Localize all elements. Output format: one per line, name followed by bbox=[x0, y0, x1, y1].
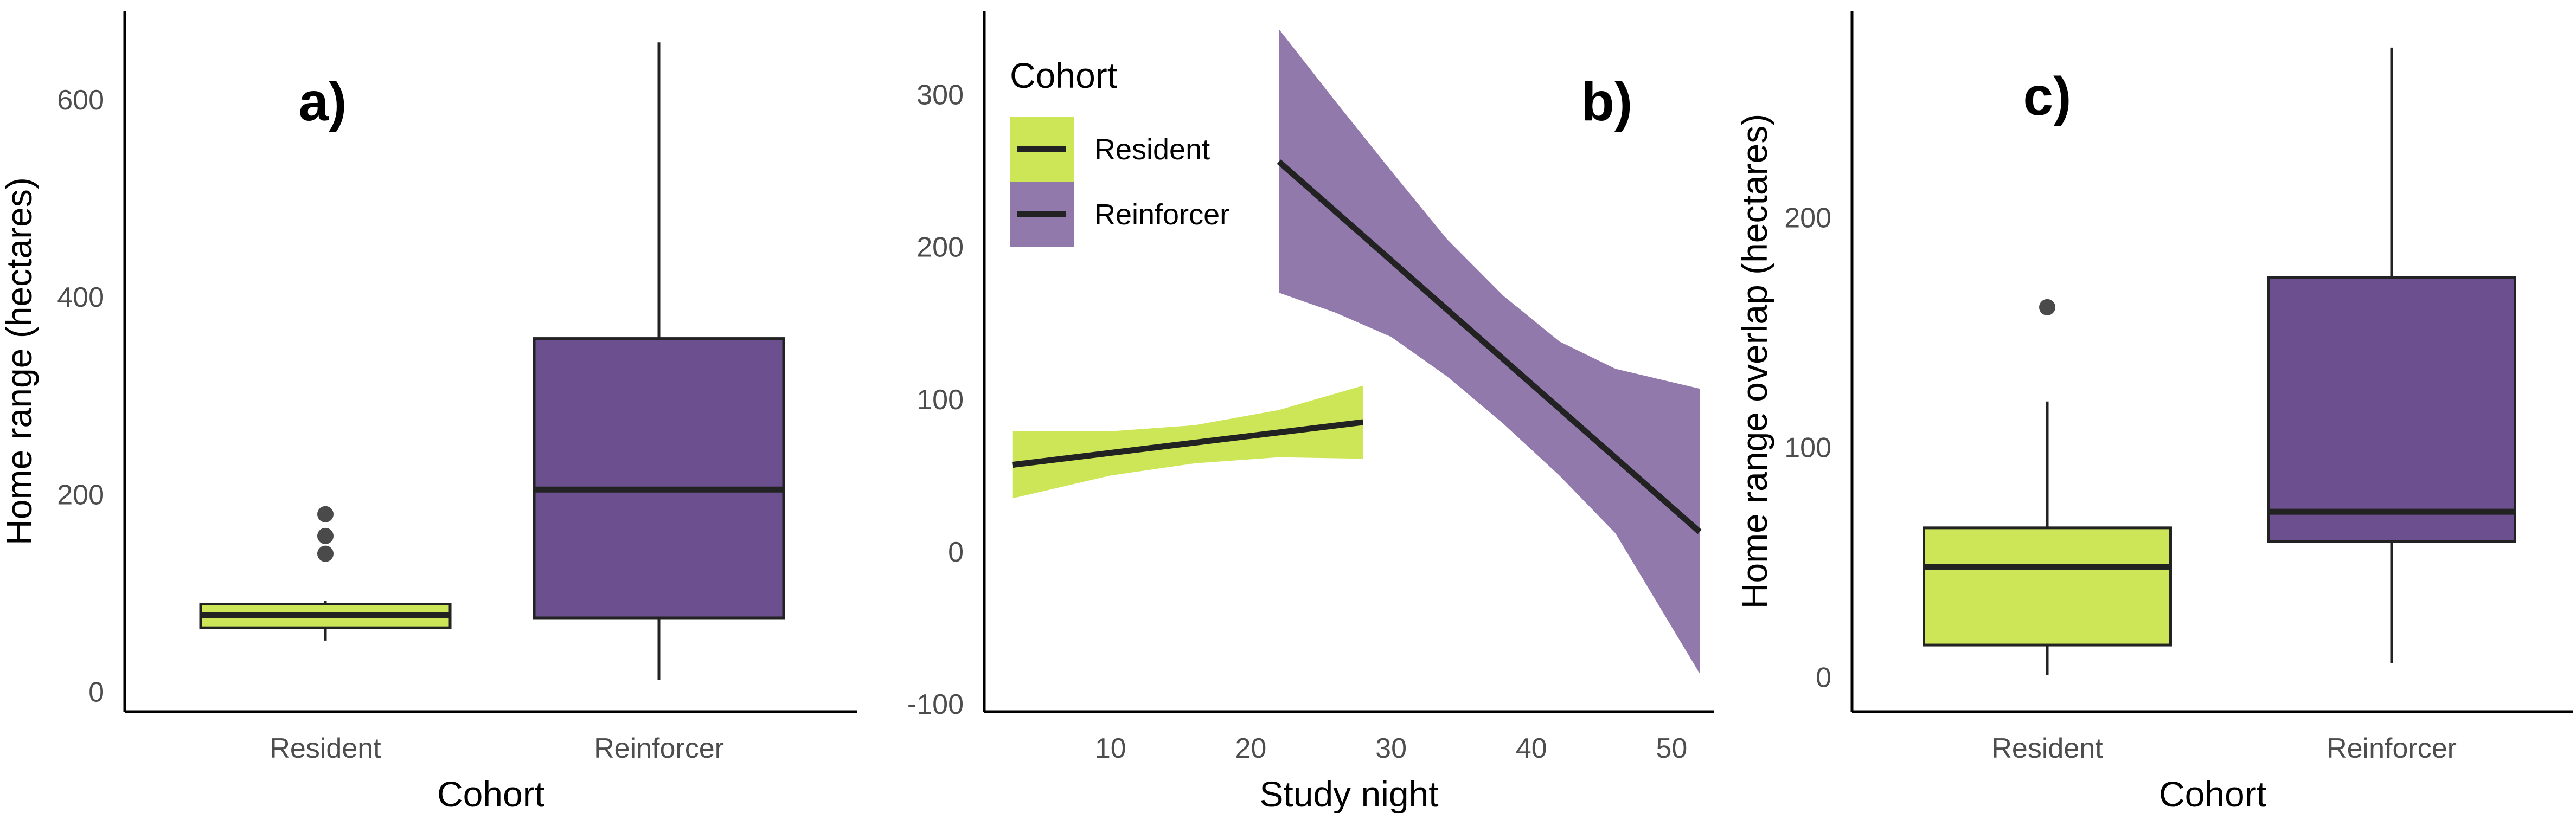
x-tick-label: 30 bbox=[1375, 733, 1407, 764]
panel-b: -100 0 100 200 300 10 20 30 40 50 Study night b) Coh… bbox=[907, 11, 1714, 813]
box-reinforcer bbox=[2267, 276, 2516, 543]
y-tick-label: 300 bbox=[917, 80, 964, 111]
x-tick-label: 20 bbox=[1235, 733, 1267, 764]
x-axis-title: Cohort bbox=[2159, 774, 2266, 813]
y-tick-label: 400 bbox=[57, 282, 104, 313]
y-axis-title: Home range (hectares) bbox=[0, 177, 39, 545]
x-axis-title: Cohort bbox=[437, 774, 544, 813]
x-tick-label: Resident bbox=[270, 733, 381, 764]
y-tick-label: 100 bbox=[917, 384, 964, 416]
x-tick-label: 40 bbox=[1516, 733, 1547, 764]
legend: Cohort Resident Reinforcer bbox=[1010, 55, 1229, 247]
confidence-band-reinforcer bbox=[1279, 29, 1700, 674]
legend-label: Reinforcer bbox=[1094, 198, 1229, 231]
outlier-point bbox=[317, 527, 334, 544]
x-tick-label: Reinforcer bbox=[2327, 733, 2457, 764]
fit-line-resident bbox=[1012, 419, 1364, 468]
y-tick-label: 200 bbox=[917, 232, 964, 263]
legend-label: Resident bbox=[1094, 133, 1210, 166]
y-tick-label: 600 bbox=[57, 85, 104, 116]
y-tick-label: 0 bbox=[88, 677, 104, 708]
box-reinforcer bbox=[533, 337, 785, 620]
x-tick-label: 50 bbox=[1656, 733, 1687, 764]
panel-label: b) bbox=[1581, 72, 1632, 132]
y-tick-label: 0 bbox=[948, 537, 964, 568]
outlier-point bbox=[317, 506, 334, 522]
legend-title: Cohort bbox=[1010, 55, 1117, 95]
y-tick-label: 0 bbox=[1816, 662, 1831, 693]
panel-a: 0 200 400 600 Resident Reinforcer Cohort Home r… bbox=[0, 11, 857, 813]
x-tick-label: Reinforcer bbox=[594, 733, 724, 764]
y-tick-label: -100 bbox=[907, 689, 964, 720]
y-tick-label: 100 bbox=[1784, 432, 1831, 463]
y-tick-label: 200 bbox=[57, 479, 104, 511]
fit-line-reinforcer bbox=[1277, 159, 1702, 534]
x-tick-label: 10 bbox=[1095, 733, 1126, 764]
panel-c: 0 100 200 Resident Reinforcer Cohort Home rang… bbox=[1734, 11, 2573, 813]
x-tick-label: Resident bbox=[1991, 733, 2103, 764]
box-resident bbox=[1923, 526, 2172, 647]
outlier-point bbox=[2039, 299, 2055, 315]
panel-label: c) bbox=[2023, 66, 2072, 127]
outlier-point bbox=[317, 545, 334, 562]
x-axis-title: Study night bbox=[1259, 774, 1438, 813]
y-axis-title: Home range overlap (hectares) bbox=[1734, 114, 1774, 609]
y-tick-label: 200 bbox=[1784, 203, 1831, 234]
panel-label: a) bbox=[299, 72, 347, 132]
